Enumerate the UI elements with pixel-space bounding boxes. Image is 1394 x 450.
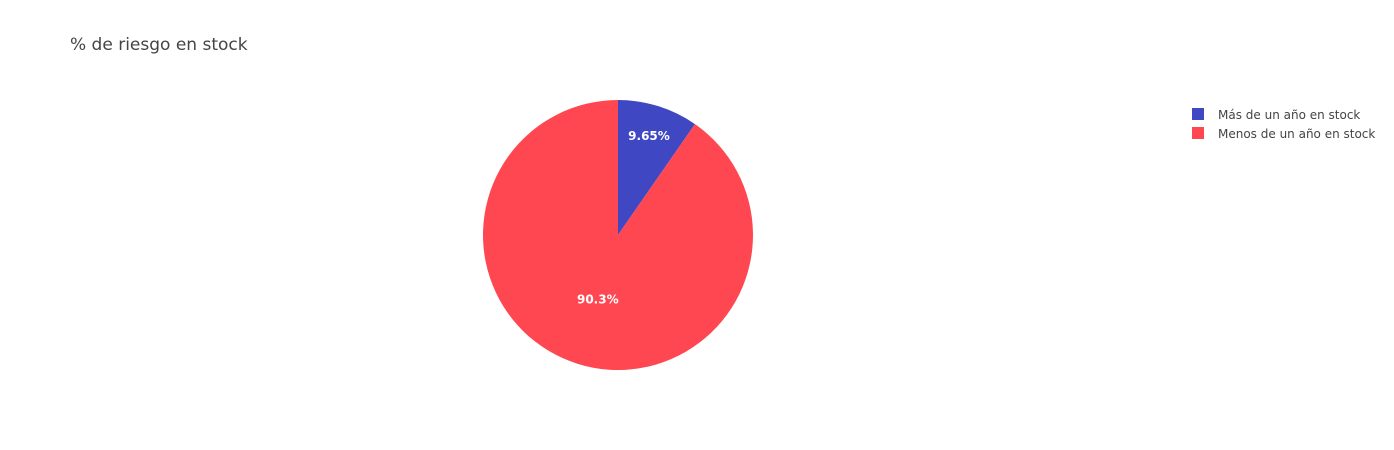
legend-swatch [1192,108,1204,120]
legend-swatch [1192,127,1204,139]
legend-item-menos-de-un-ano[interactable]: Menos de un año en stock [1192,127,1375,141]
pie-slice-mas-de-un-ano[interactable] [618,100,695,235]
legend-label: Más de un año en stock [1218,108,1360,122]
pie-slice-labels: 9.65% 90.3% [577,129,670,307]
pie-slices [482,100,753,371]
legend-label: Menos de un año en stock [1218,127,1375,141]
pie-slice-menos-de-un-ano[interactable] [482,100,753,371]
chart-title: % de riesgo en stock [70,35,248,55]
legend: Más de un año en stock Menos de un año e… [1192,108,1375,141]
pie-slice-value-label: 90.3% [577,292,619,306]
pie-slice-value-label: 9.65% [628,129,670,143]
legend-item-mas-de-un-ano[interactable]: Más de un año en stock [1192,108,1360,122]
